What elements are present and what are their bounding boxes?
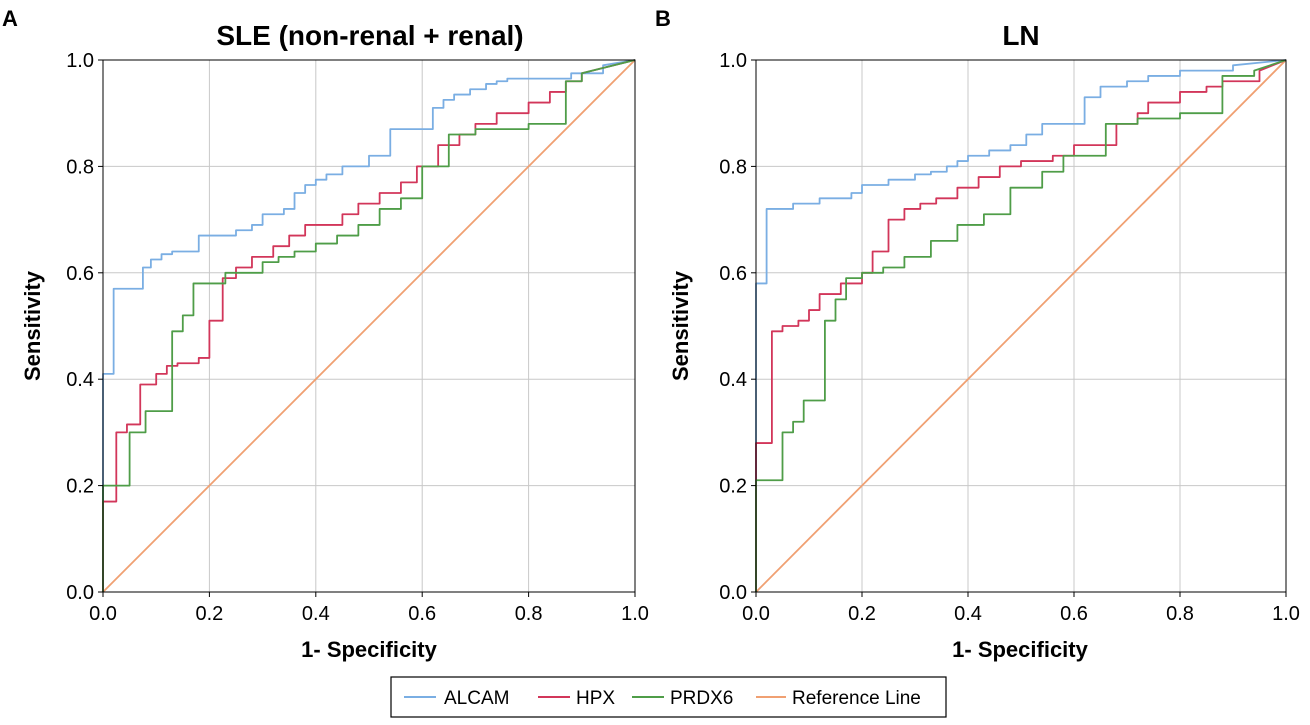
legend-entry-reference-line: Reference Line [756,688,921,709]
roc-curve-reference-line-a [102,59,636,593]
grid-a [103,60,635,592]
roc-curve-prdx6-a [102,59,636,592]
x-tick-label-b: 0.8 [1166,603,1194,625]
x-tick-label-b: 1.0 [1272,603,1300,625]
legend-entry-alcam: ALCAM [404,688,509,709]
legend-label-hpx: HPX [576,688,615,709]
y-axis-label-a: Sensitivity [20,270,45,381]
tick-labels-b: 0.0 0.2 0.4 0.6 0.8 1.0 0.0 0.2 0.4 0.6 0.8 1.0 [719,50,1300,625]
y-axis-label-b: Sensitivity [668,270,693,381]
tick-labels-a: 0.0 0.2 0.4 0.6 0.8 1.0 0.0 0.2 0.4 0.6 0.8 1.0 [66,50,649,625]
y-tick-label-b: 0.4 [719,369,747,391]
y-tick-label-a: 0.6 [66,263,94,285]
roc-curve-reference-line-b [755,59,1287,593]
y-tick-label-b: 0.6 [719,263,747,285]
x-axis-label-a: 1- Specificity [301,637,437,662]
x-tick-label-a: 0.6 [408,603,436,625]
roc-curve-alcam-a [102,59,636,592]
y-tick-label-b: 0.8 [719,156,747,178]
y-tick-label-a: 1.0 [66,50,94,72]
y-tick-label-a: 0.2 [66,476,94,498]
panel-a: A SLE (non-renal + renal) 0.0 0.2 0.4 0.6 0.… [2,6,649,662]
x-tick-label-a: 0.8 [515,603,543,625]
panel-b: B LN 0.0 0.2 0.4 0.6 0.8 1.0 0.0 0.2 0.4 0.6 0.8 1.… [655,6,1300,662]
x-tick-label-b: 0.6 [1060,603,1088,625]
x-tick-label-a: 0.0 [89,603,117,625]
chart-title-b: LN [1002,20,1039,51]
y-tick-label-a: 0.8 [66,156,94,178]
x-tick-label-a: 0.4 [302,603,330,625]
x-tick-label-b: 0.0 [742,603,770,625]
legend-label-alcam: ALCAM [444,688,509,709]
legend: ALCAM HPX PRDX6 Reference Line [390,676,947,718]
legend-entry-hpx: HPX [538,688,615,709]
x-tick-label-b: 0.4 [954,603,982,625]
y-tick-label-b: 1.0 [719,50,747,72]
x-tick-label-b: 0.2 [848,603,876,625]
y-tick-label-b: 0.0 [719,582,747,604]
x-axis-label-b: 1- Specificity [952,637,1088,662]
y-tick-label-a: 0.4 [66,369,94,391]
panel-letter-b: B [655,6,671,31]
roc-curve-hpx-b [755,59,1287,592]
y-tick-label-a: 0.0 [66,582,94,604]
y-tick-label-b: 0.2 [719,476,747,498]
roc-curves-b [755,59,1287,592]
x-tick-label-a: 0.2 [195,603,223,625]
roc-curve-prdx6-b [755,59,1287,592]
legend-box [390,676,947,718]
panel-letter-a: A [2,6,18,31]
x-tick-label-a: 1.0 [621,603,649,625]
legend-entry-prdx6: PRDX6 [632,688,733,709]
legend-label-reference-line: Reference Line [792,688,921,709]
roc-curve-hpx-a [102,59,636,592]
legend-label-prdx6: PRDX6 [670,688,733,709]
plot-frame-b [755,59,1287,593]
chart-title-a: SLE (non-renal + renal) [216,20,523,51]
roc-curve-alcam-b [755,59,1287,592]
roc-curves-a [102,59,636,592]
plot-frame-a [102,59,636,593]
